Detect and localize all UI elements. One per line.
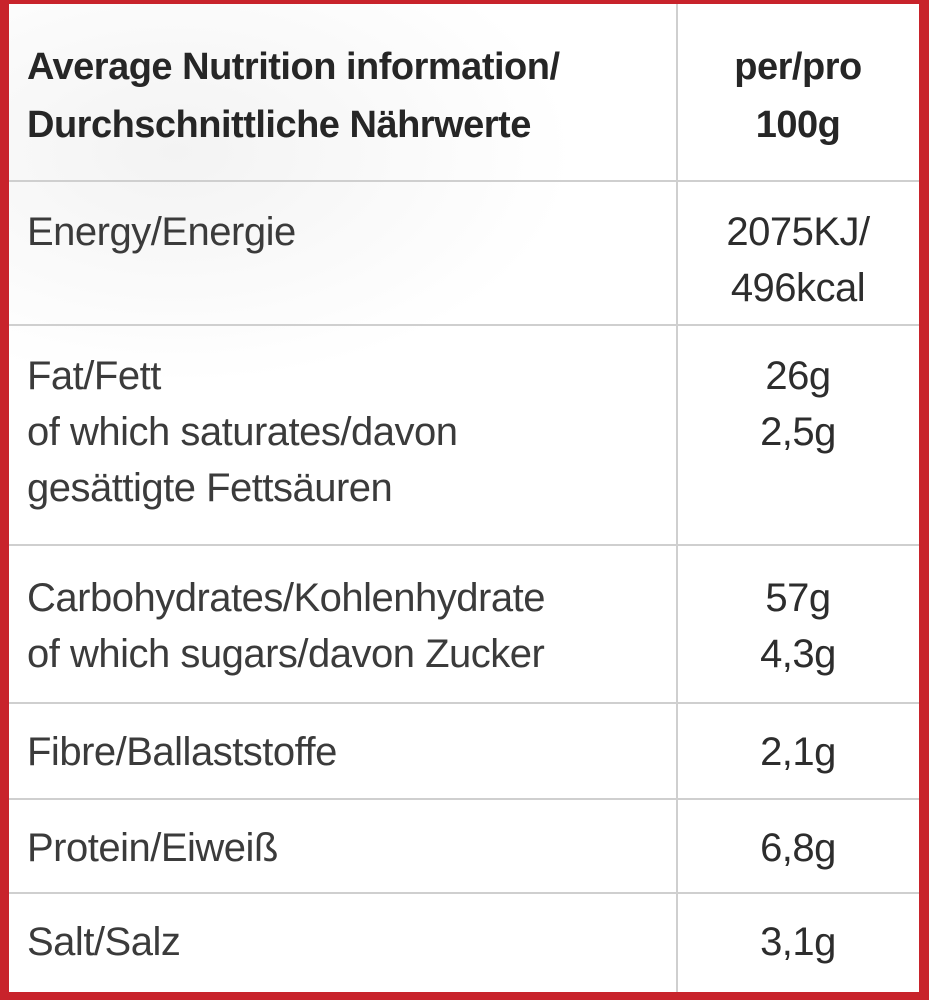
nutrient-value-line: 2,1g (760, 730, 836, 774)
nutrient-label: Fibre/Ballaststoffe (27, 724, 667, 780)
nutrient-label: Fat/Fett of which saturates/davon gesätt… (27, 348, 667, 516)
nutrient-value: 3,1g (677, 914, 919, 970)
nutrient-row-energy: Energy/Energie 2075KJ/ 496kcal (9, 182, 919, 326)
header-value-line: per/pro (734, 46, 862, 88)
nutrient-value-line: 4,3g (760, 632, 836, 676)
nutrient-label-line: Carbohydrates/Kohlenhydrate (27, 576, 545, 620)
nutrient-row-carbohydrates: Carbohydrates/Kohlenhydrate of which sug… (9, 546, 919, 704)
nutrient-label-line: of which saturates/davon (27, 410, 458, 454)
nutrient-label-line: Salt/Salz (27, 920, 181, 964)
nutrient-label-line: Fat/Fett (27, 354, 161, 398)
nutrient-row-fat: Fat/Fett of which saturates/davon gesätt… (9, 326, 919, 546)
nutrient-value: 26g 2,5g (677, 348, 919, 460)
header-value: per/pro 100g (677, 38, 919, 154)
nutrient-label: Carbohydrates/Kohlenhydrate of which sug… (27, 570, 667, 682)
nutrient-label: Salt/Salz (27, 914, 667, 970)
nutrient-label-line: Fibre/Ballaststoffe (27, 730, 337, 774)
header-row: Average Nutrition information/ Durchschn… (9, 4, 919, 182)
nutrient-value-line: 496kcal (730, 266, 866, 310)
nutrient-value-line: 6,8g (760, 826, 836, 870)
nutrient-value-line: 3,1g (760, 920, 836, 964)
nutrition-table: Average Nutrition information/ Durchschn… (9, 4, 919, 992)
nutrient-label-line: of which sugars/davon Zucker (27, 632, 545, 676)
nutrient-value-line: 26g (765, 354, 831, 398)
header-label-line: Durchschnittliche Nährwerte (27, 104, 531, 146)
nutrient-label-line: Energy/Energie (27, 210, 296, 254)
nutrient-label-line: Protein/Eiweiß (27, 826, 278, 870)
nutrient-row-fibre: Fibre/Ballaststoffe 2,1g (9, 704, 919, 800)
nutrient-value-line: 2,5g (760, 410, 836, 454)
nutrient-row-protein: Protein/Eiweiß 6,8g (9, 800, 919, 894)
header-value-line: 100g (755, 104, 841, 146)
nutrient-value-line: 2075KJ/ (726, 210, 870, 254)
nutrient-value: 6,8g (677, 820, 919, 876)
nutrient-value: 57g 4,3g (677, 570, 919, 682)
nutrient-value-line: 57g (765, 576, 831, 620)
header-label-line: Average Nutrition information/ (27, 46, 560, 88)
header-label: Average Nutrition information/ Durchschn… (27, 38, 667, 154)
nutrient-label: Protein/Eiweiß (27, 820, 667, 876)
nutrient-label-line: gesättigte Fettsäuren (27, 466, 393, 510)
nutrient-value: 2075KJ/ 496kcal (677, 204, 919, 316)
nutrient-label: Energy/Energie (27, 204, 667, 260)
column-divider (676, 4, 678, 992)
nutrient-value: 2,1g (677, 724, 919, 780)
nutrient-row-salt: Salt/Salz 3,1g (9, 894, 919, 992)
